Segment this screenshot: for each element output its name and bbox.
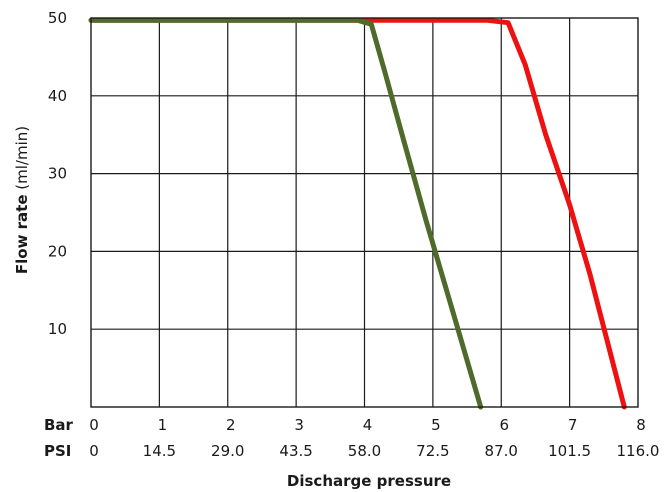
- bar-tick-label: 7: [568, 416, 578, 434]
- psi-tick-label: 72.5: [416, 442, 449, 460]
- y-tick-label: 30: [48, 165, 67, 183]
- bar-tick-label: 3: [294, 416, 304, 434]
- y-tick-label: 20: [48, 242, 67, 260]
- bar-row-label: Bar: [44, 416, 74, 434]
- psi-tick-label: 0: [89, 442, 99, 460]
- plot-frame: [90, 17, 639, 408]
- x-tick-labels: 0 1 2 3 4 5 6 7 8 0 14.5 29.0 43.5 58.0 72.5 87.0 101.5 1…: [89, 416, 659, 460]
- bar-tick-label: 6: [499, 416, 509, 434]
- y-tick-label: 10: [48, 320, 67, 338]
- psi-row-label: PSI: [44, 442, 71, 460]
- y-tick-labels: 10 20 30 40 50: [48, 9, 67, 338]
- bar-tick-label: 5: [431, 416, 441, 434]
- psi-tick-label: 58.0: [348, 442, 381, 460]
- y-axis-title-main: Flow rate: [13, 194, 31, 274]
- bar-tick-label: 8: [636, 416, 646, 434]
- plot-border: [90, 17, 639, 408]
- psi-tick-label: 43.5: [279, 442, 312, 460]
- bar-tick-label: 4: [363, 416, 373, 434]
- y-tick-label: 50: [48, 9, 67, 27]
- y-tick-label: 40: [48, 87, 67, 105]
- grid: [91, 18, 638, 407]
- psi-tick-label: 29.0: [211, 442, 244, 460]
- bar-tick-label: 2: [226, 416, 236, 434]
- bar-tick-label: 1: [158, 416, 168, 434]
- y-axis-title-unit: (ml/min): [13, 126, 31, 195]
- psi-tick-label: 101.5: [548, 442, 591, 460]
- psi-tick-label: 87.0: [485, 442, 518, 460]
- bar-tick-label: 0: [89, 416, 99, 434]
- psi-tick-label: 14.5: [143, 442, 176, 460]
- series-lines: [88, 17, 627, 410]
- series-line-2: [88, 17, 484, 410]
- x-axis-title: Discharge pressure: [287, 472, 451, 490]
- psi-tick-label: 116.0: [617, 442, 660, 460]
- series-line-1: [88, 17, 627, 410]
- y-axis-title: Flow rate (ml/min): [13, 126, 31, 274]
